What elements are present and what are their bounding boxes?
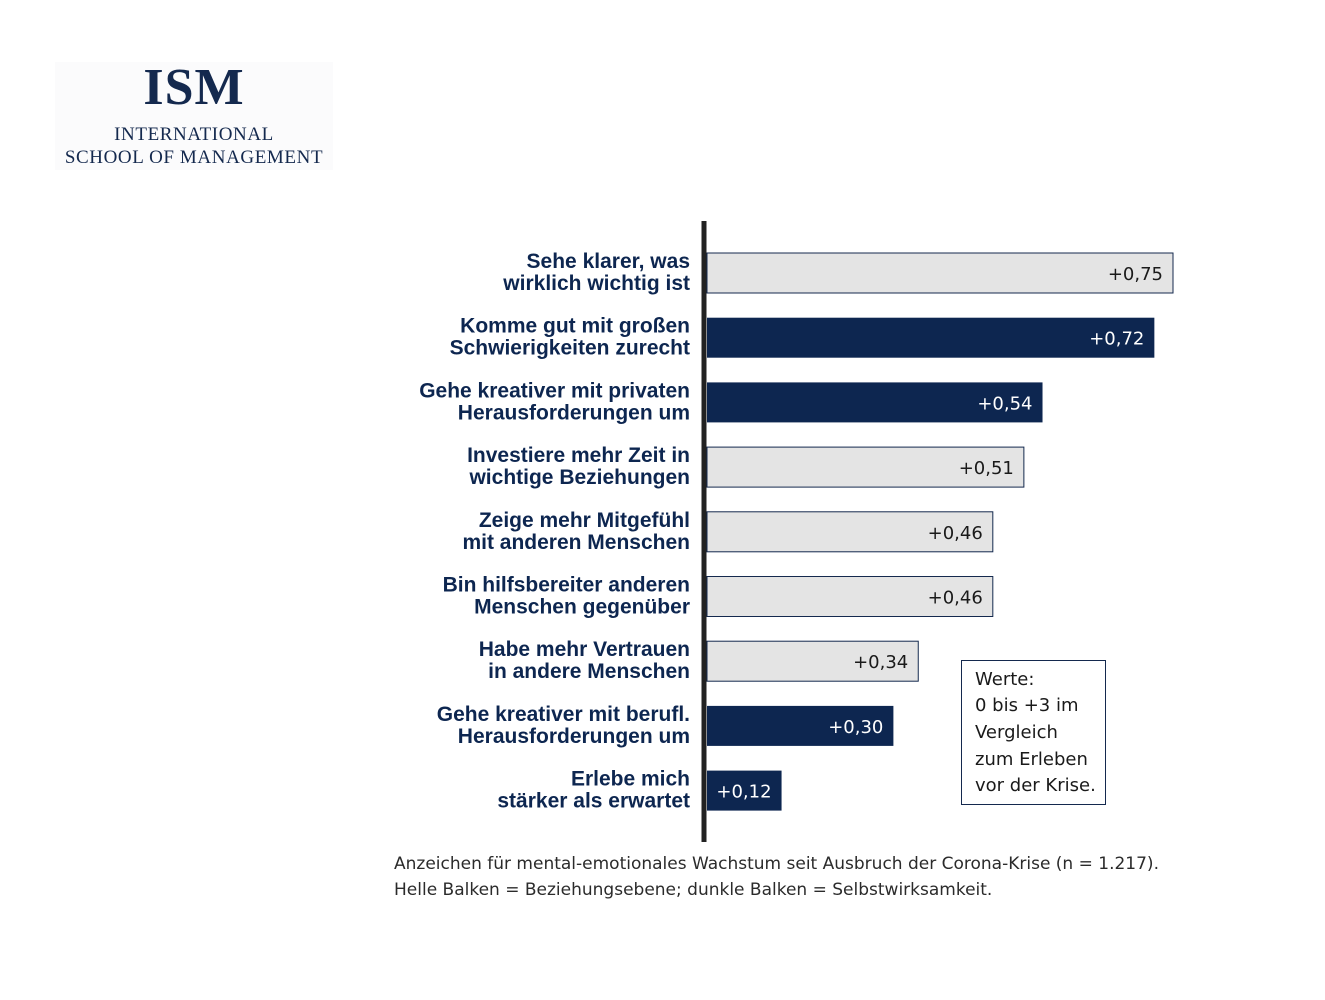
note-line-3: Vergleich xyxy=(975,722,1058,743)
category-label: Komme gut mit großen xyxy=(460,315,690,338)
category-label: Gehe kreativer mit privaten xyxy=(419,379,690,402)
data-label: +0,72 xyxy=(1089,329,1144,350)
data-label: +0,46 xyxy=(928,588,983,609)
category-label: mit anderen Menschen xyxy=(462,531,690,554)
category-label: Bin hilfsbereiter anderen xyxy=(443,574,690,597)
value-scale-note: Werte: 0 bis +3 im Vergleich zum Erleben… xyxy=(961,660,1106,805)
bar xyxy=(707,382,1043,423)
data-label: +0,12 xyxy=(716,782,771,803)
data-label: +0,46 xyxy=(928,523,983,544)
data-label: +0,54 xyxy=(977,393,1032,414)
bar xyxy=(707,317,1155,358)
bar xyxy=(706,252,1174,294)
category-label: Herausforderungen um xyxy=(458,401,690,424)
bar xyxy=(706,640,919,682)
bar xyxy=(706,576,994,617)
bar xyxy=(707,770,782,811)
category-label: Sehe klarer, was xyxy=(527,250,690,273)
logo-text-line-2: SCHOOL OF MANAGEMENT xyxy=(64,147,324,168)
category-label: stärker als erwartet xyxy=(497,790,690,813)
bar xyxy=(706,446,1025,488)
caption-line-1: Anzeichen für mental-emotionales Wachstu… xyxy=(394,854,1159,874)
note-line-1: Werte: xyxy=(975,669,1035,690)
category-label: Investiere mehr Zeit in xyxy=(467,444,690,467)
category-label: Zeige mehr Mitgefühl xyxy=(479,509,690,532)
data-label: +0,30 xyxy=(828,717,883,738)
data-label: +0,34 xyxy=(853,652,908,673)
ism-logo: ISM INTERNATIONAL SCHOOL OF MANAGEMENT xyxy=(55,62,333,170)
category-label: wichtige Beziehungen xyxy=(468,466,690,489)
data-label: +0,51 xyxy=(959,458,1014,479)
category-label: Erlebe mich xyxy=(571,768,690,791)
caption-line-2: Helle Balken = Beziehungsebene; dunkle B… xyxy=(394,880,993,900)
note-line-2: 0 bis +3 im xyxy=(975,695,1079,716)
note-line-4: zum Erleben xyxy=(975,749,1088,770)
category-label: Habe mehr Vertrauen xyxy=(479,638,690,661)
category-label: Gehe kreativer mit berufl. xyxy=(437,703,690,726)
category-label: Herausforderungen um xyxy=(458,725,690,748)
data-label: +0,75 xyxy=(1108,264,1163,285)
note-line-5: vor der Krise. xyxy=(975,775,1096,796)
category-label: Schwierigkeiten zurecht xyxy=(450,337,690,360)
logo-mark: ISM xyxy=(143,59,245,116)
category-label: wirklich wichtig ist xyxy=(502,272,690,295)
bar xyxy=(706,511,994,553)
category-label: Menschen gegenüber xyxy=(474,596,690,619)
category-label: in andere Menschen xyxy=(488,660,690,683)
logo-text-line-1: INTERNATIONAL xyxy=(114,124,274,145)
bar xyxy=(707,705,894,746)
